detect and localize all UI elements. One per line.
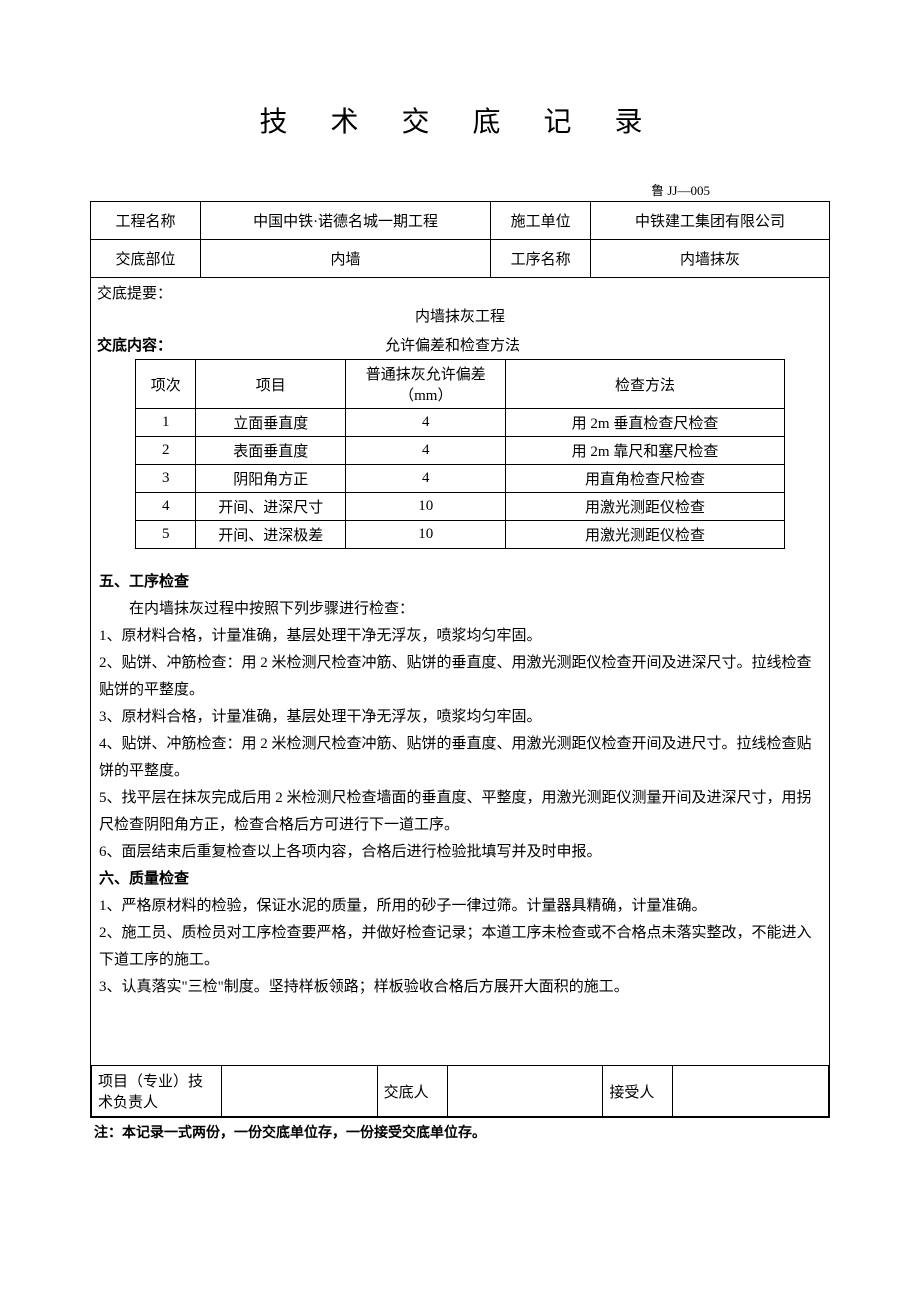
- disclosure-part-value: 内墙: [201, 240, 491, 278]
- section5-title: 五、工序检查: [99, 569, 821, 596]
- deviation-table: 项次 项目 普通抹灰允许偏差（mm） 检查方法 1 立面垂直度 4 用 2m 垂…: [135, 359, 784, 549]
- receiver-value: [673, 1066, 829, 1117]
- section5-item: 6、面层结束后重复检查以上各项内容，合格后进行检验批填写并及时申报。: [99, 839, 821, 866]
- cell: 用直角检查尺检查: [506, 465, 784, 493]
- cell: 开间、进深尺寸: [196, 493, 346, 521]
- section5-item: 2、贴饼、冲筋检查：用 2 米检测尺检查冲筋、贴饼的垂直度、用激光测距仪检查开间…: [99, 650, 821, 704]
- table-row: 4 开间、进深尺寸 10 用激光测距仪检查: [136, 493, 784, 521]
- section5-item: 3、原材料合格，计量准确，基层处理干净无浮灰，喷浆均匀牢固。: [99, 704, 821, 731]
- content-label: 交底内容：: [97, 334, 172, 355]
- cell: 立面垂直度: [196, 409, 346, 437]
- section5-item: 5、找平层在抹灰完成后用 2 米检测尺检查墙面的垂直度、平整度，用激光测距仪测量…: [99, 785, 821, 839]
- table-row: 项次 项目 普通抹灰允许偏差（mm） 检查方法: [136, 360, 784, 409]
- header-table: 工程名称 中国中铁·诺德名城一期工程 施工单位 中铁建工集团有限公司 交底部位 …: [90, 201, 830, 330]
- cell: 4: [346, 465, 506, 493]
- tech-lead-value: [222, 1066, 378, 1117]
- disclosure-person-label: 交底人: [377, 1066, 447, 1117]
- cell: 4: [346, 409, 506, 437]
- section5-item: 1、原材料合格，计量准确，基层处理干净无浮灰，喷浆均匀牢固。: [99, 623, 821, 650]
- cell: 用 2m 靠尺和塞尺检查: [506, 437, 784, 465]
- section6-item: 1、严格原材料的检验，保证水泥的质量，所用的砂子一律过筛。计量器具精确，计量准确…: [99, 893, 821, 920]
- footer-note: 注：本记录一式两份，一份交底单位存，一份接受交底单位存。: [90, 1118, 830, 1146]
- content-label-row: 交底内容： 允许偏差和检查方法: [91, 330, 829, 359]
- signature-table: 项目（专业）技术负责人 交底人 接受人: [91, 1065, 829, 1117]
- cell: 表面垂直度: [196, 437, 346, 465]
- project-name-label: 工程名称: [91, 202, 201, 240]
- cell: 3: [136, 465, 196, 493]
- cell: 4: [136, 493, 196, 521]
- section5-item: 4、贴饼、冲筋检查：用 2 米检测尺检查冲筋、贴饼的垂直度、用激光测距仪检查开间…: [99, 731, 821, 785]
- receiver-label: 接受人: [603, 1066, 673, 1117]
- cell: 阴阳角方正: [196, 465, 346, 493]
- section6-item: 2、施工员、质检员对工序检查要严格，并做好检查记录；本道工序未检查或不合格点未落…: [99, 920, 821, 974]
- table-row: 1 立面垂直度 4 用 2m 垂直检查尺检查: [136, 409, 784, 437]
- cell: 2: [136, 437, 196, 465]
- spacer: [99, 1001, 821, 1061]
- cell: 用激光测距仪检查: [506, 521, 784, 549]
- process-name-label: 工序名称: [491, 240, 591, 278]
- col-header-method: 检查方法: [506, 360, 784, 409]
- col-header-num: 项次: [136, 360, 196, 409]
- construction-unit-value: 中铁建工集团有限公司: [591, 202, 830, 240]
- section6-item: 3、认真落实"三检"制度。坚持样板领路；样板验收合格后方展开大面积的施工。: [99, 974, 821, 1001]
- col-header-item: 项目: [196, 360, 346, 409]
- section6-title: 六、质量检查: [99, 866, 821, 893]
- document-title: 技 术 交 底 记 录: [90, 100, 830, 140]
- table-row: 3 阴阳角方正 4 用直角检查尺检查: [136, 465, 784, 493]
- construction-unit-label: 施工单位: [491, 202, 591, 240]
- cell: 用激光测距仪检查: [506, 493, 784, 521]
- cell: 4: [346, 437, 506, 465]
- section5-intro: 在内墙抹灰过程中按照下列步骤进行检查：: [99, 596, 821, 623]
- summary-row: 交底提要： 内墙抹灰工程: [91, 278, 830, 331]
- table-row: 2 表面垂直度 4 用 2m 靠尺和塞尺检查: [136, 437, 784, 465]
- cell: 10: [346, 521, 506, 549]
- table-row: 工程名称 中国中铁·诺德名城一期工程 施工单位 中铁建工集团有限公司: [91, 202, 830, 240]
- document-code: 鲁 JJ—005: [90, 180, 830, 199]
- cell: 开间、进深极差: [196, 521, 346, 549]
- process-name-value: 内墙抹灰: [591, 240, 830, 278]
- project-name-value: 中国中铁·诺德名城一期工程: [201, 202, 491, 240]
- cell: 用 2m 垂直检查尺检查: [506, 409, 784, 437]
- cell: 1: [136, 409, 196, 437]
- summary-label: 交底提要：: [97, 282, 823, 303]
- col-header-deviation: 普通抹灰允许偏差（mm）: [346, 360, 506, 409]
- tech-lead-label: 项目（专业）技术负责人: [92, 1066, 222, 1117]
- body-text: 五、工序检查 在内墙抹灰过程中按照下列步骤进行检查： 1、原材料合格，计量准确，…: [91, 559, 829, 1065]
- cell: 10: [346, 493, 506, 521]
- table-row: 项目（专业）技术负责人 交底人 接受人: [92, 1066, 829, 1117]
- deviation-title: 允许偏差和检查方法: [172, 334, 733, 355]
- disclosure-part-label: 交底部位: [91, 240, 201, 278]
- cell: 5: [136, 521, 196, 549]
- content-section: 交底内容： 允许偏差和检查方法 项次 项目 普通抹灰允许偏差（mm） 检查方法 …: [90, 330, 830, 1118]
- summary-text: 内墙抹灰工程: [97, 303, 823, 326]
- disclosure-person-value: [447, 1066, 603, 1117]
- table-row: 交底部位 内墙 工序名称 内墙抹灰: [91, 240, 830, 278]
- table-row: 5 开间、进深极差 10 用激光测距仪检查: [136, 521, 784, 549]
